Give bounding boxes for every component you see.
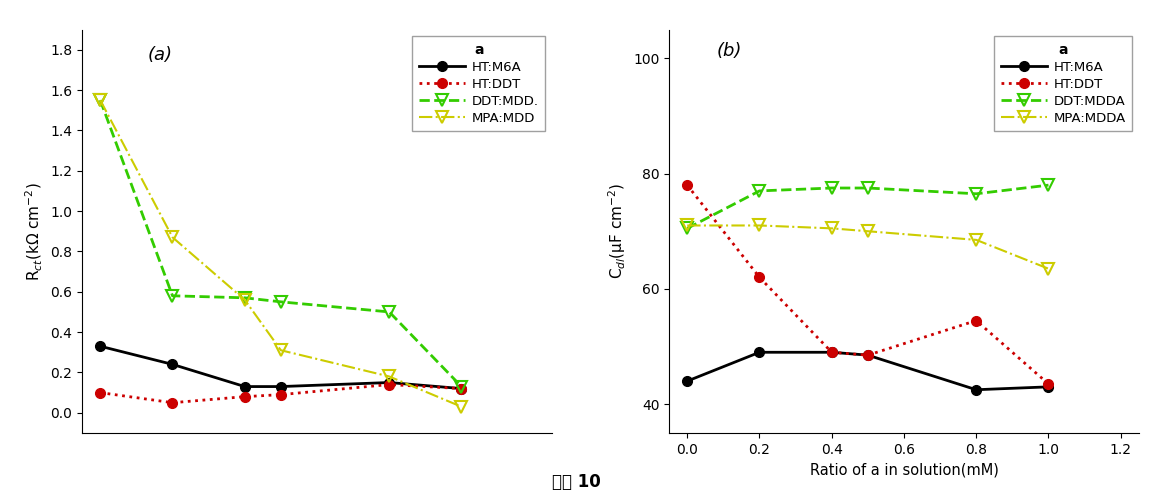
Legend: HT:M6A, HT:DDT, DDT:MDD., MPA:MDD: HT:M6A, HT:DDT, DDT:MDD., MPA:MDD bbox=[412, 36, 545, 131]
Y-axis label: C$_{dl}$(μF cm$^{-2}$): C$_{dl}$(μF cm$^{-2}$) bbox=[606, 183, 628, 279]
X-axis label: Ratio of a in solution(mM): Ratio of a in solution(mM) bbox=[810, 462, 998, 477]
Text: (b): (b) bbox=[716, 42, 742, 60]
Legend: HT:M6A, HT:DDT, DDT:MDDA, MPA:MDDA: HT:M6A, HT:DDT, DDT:MDDA, MPA:MDDA bbox=[994, 36, 1132, 131]
Text: 그림 10: 그림 10 bbox=[552, 473, 601, 491]
Text: (a): (a) bbox=[148, 46, 173, 63]
Y-axis label: R$_{ct}$(kΩ cm$^{-2}$): R$_{ct}$(kΩ cm$^{-2}$) bbox=[23, 182, 45, 280]
